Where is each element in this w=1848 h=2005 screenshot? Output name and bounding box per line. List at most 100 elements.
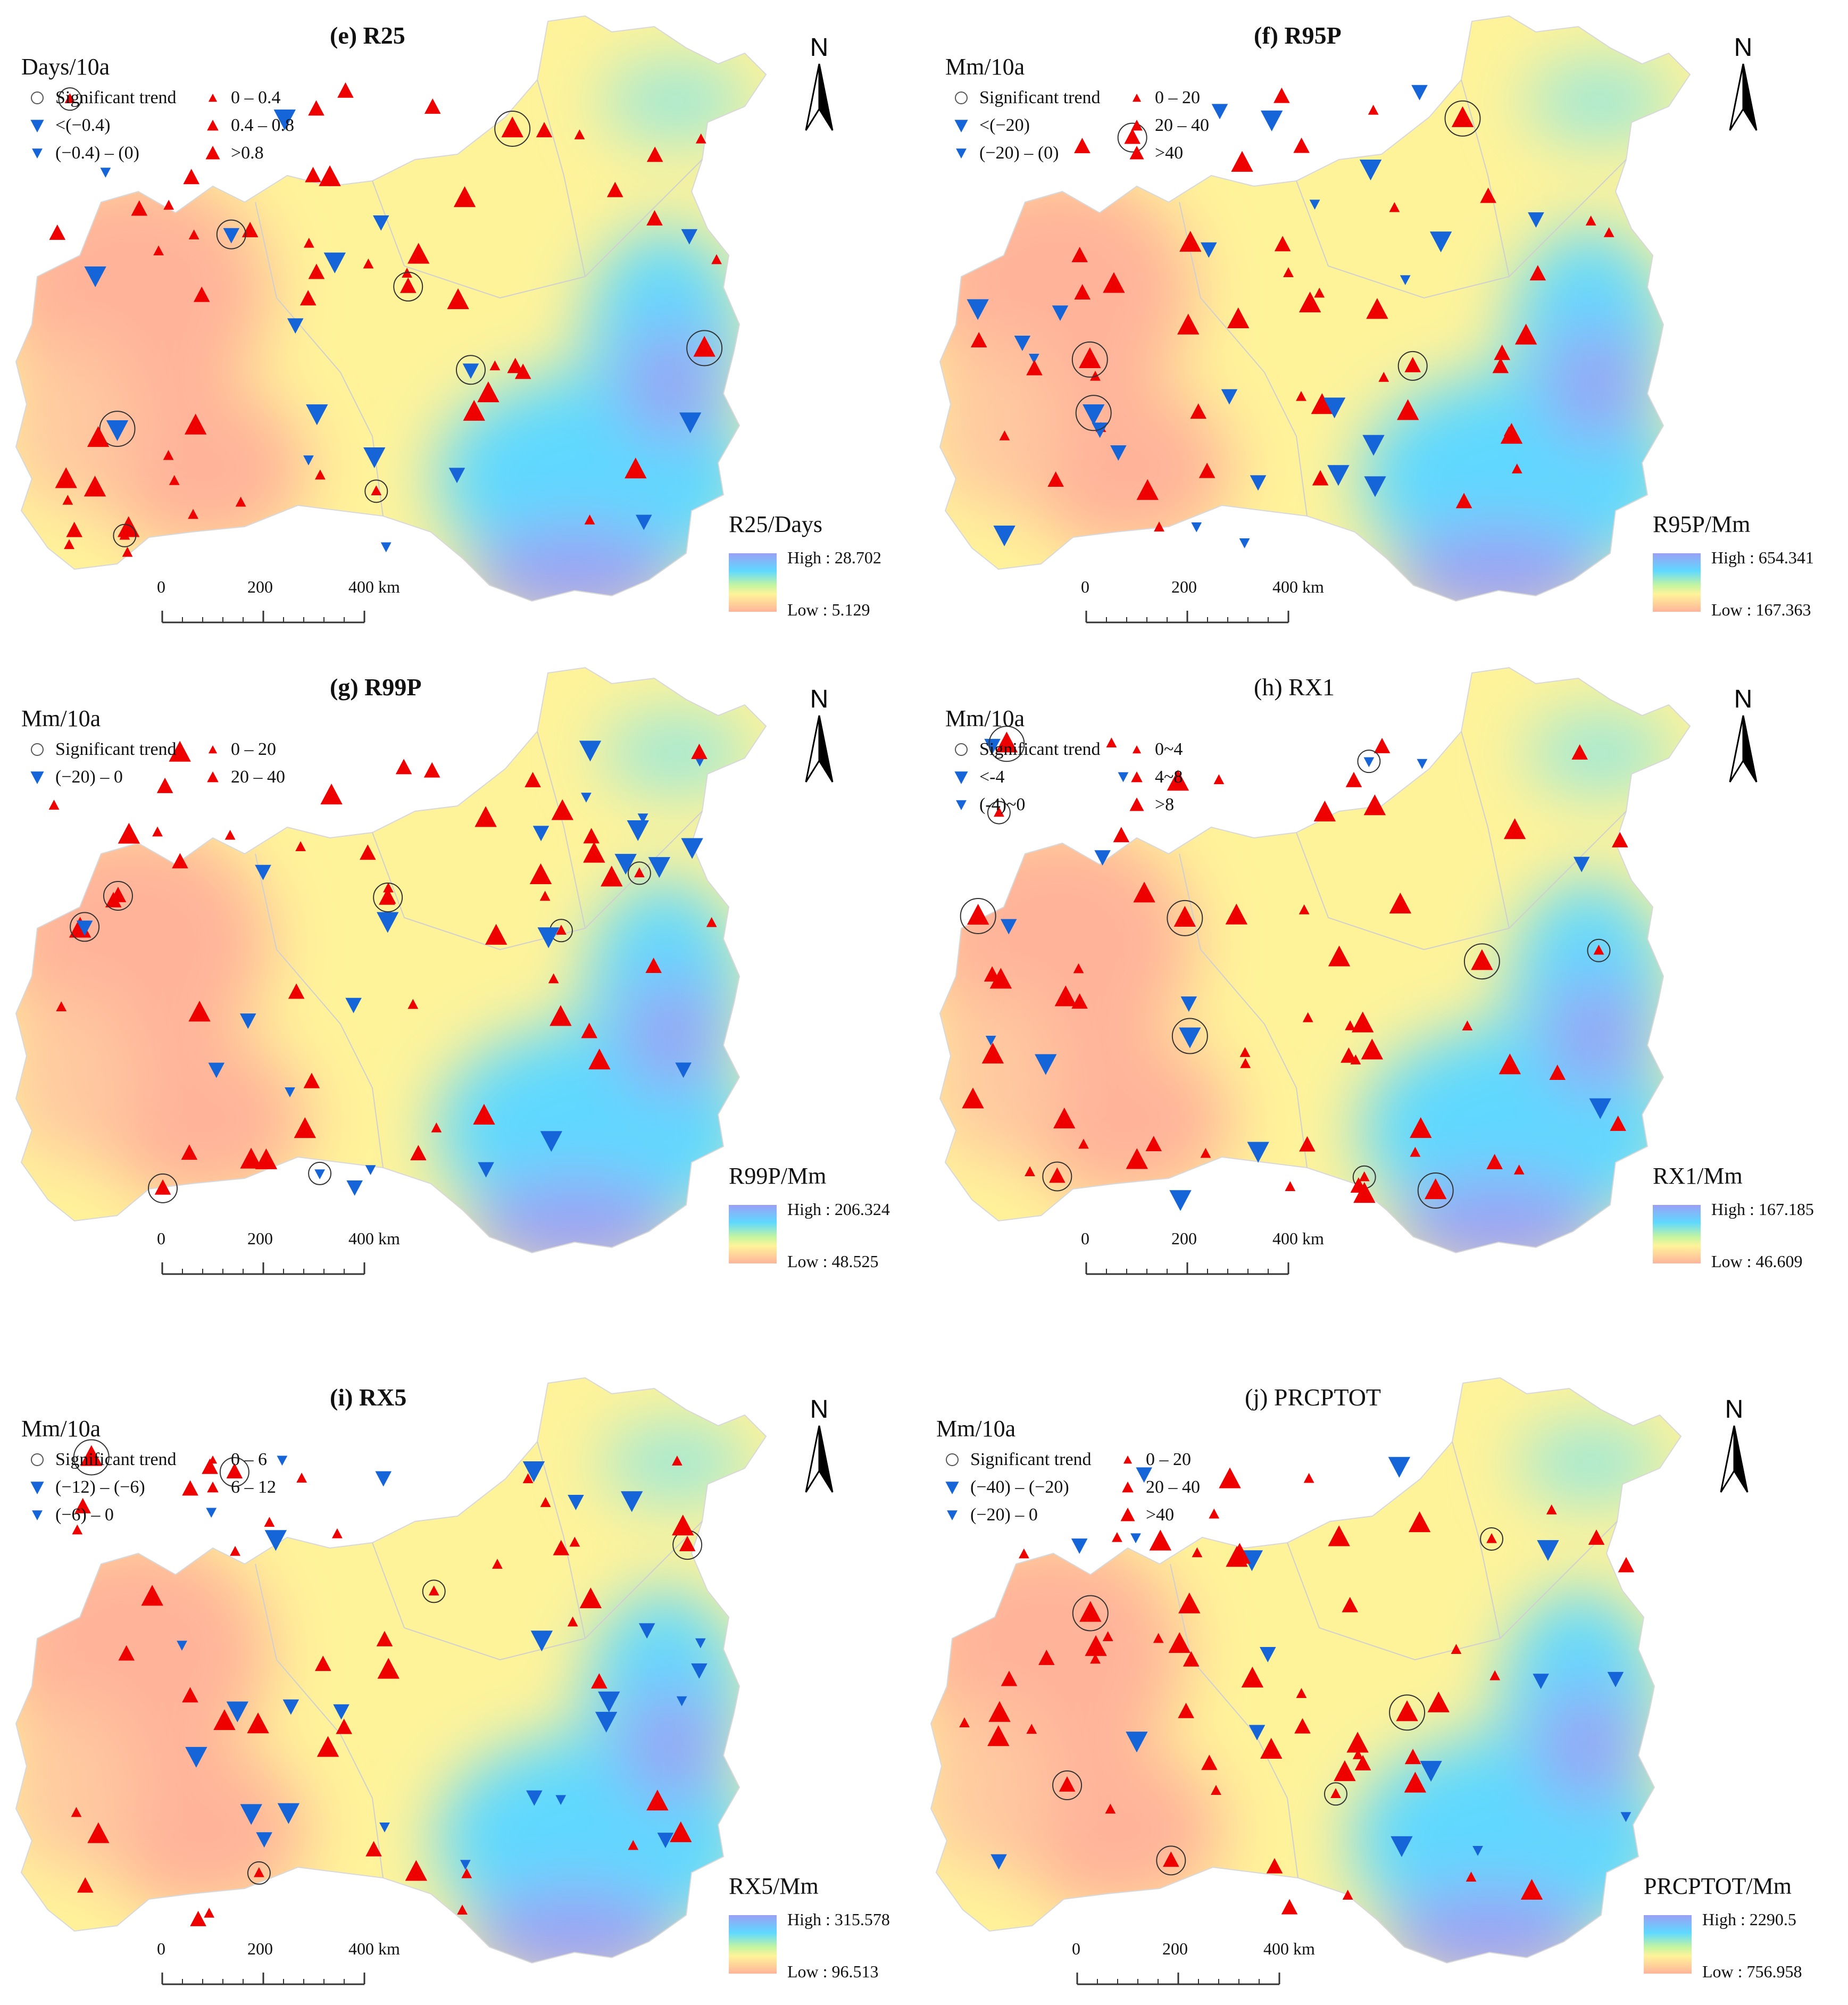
legend-item: Significant trend bbox=[27, 1450, 177, 1470]
triangle-up-icon bbox=[202, 1451, 223, 1469]
scale-label-0: 0 bbox=[157, 1229, 165, 1248]
colorbar-title: RX5/Mm bbox=[729, 1873, 819, 1899]
north-arrow-icon: N bbox=[805, 34, 834, 131]
north-label: N bbox=[1725, 1395, 1744, 1424]
colorbar bbox=[1644, 1915, 1692, 1974]
triangle-up-icon bbox=[1126, 741, 1147, 759]
north-label: N bbox=[810, 34, 829, 62]
legend-item: (−0.4) – (0) bbox=[27, 143, 139, 163]
north-arrow-icon: N bbox=[1729, 34, 1758, 131]
legend-item: (−20) – 0 bbox=[27, 767, 123, 787]
colorbar-low: Low : 48.525 bbox=[787, 1252, 879, 1271]
north-arrow-icon: N bbox=[805, 685, 834, 783]
scale-label-400: 400 km bbox=[348, 1939, 400, 1958]
map-panel-e: (e) R25 Days/10a Significant trend <(−0.4… bbox=[0, 0, 915, 638]
panel-title: (f) R95P bbox=[1254, 22, 1342, 49]
legend-label: <(−0.4) bbox=[55, 115, 111, 135]
map-region bbox=[15, 667, 767, 1254]
colorbar bbox=[1653, 553, 1701, 612]
circle-icon bbox=[27, 1451, 48, 1469]
colorbar-title: PRCPTOT/Mm bbox=[1644, 1873, 1792, 1899]
triangle-up-icon bbox=[1126, 144, 1147, 162]
triangle-up-icon bbox=[202, 89, 223, 107]
legend-item: (−20) – (0) bbox=[951, 143, 1059, 163]
circle-icon bbox=[942, 1451, 963, 1469]
triangle-up-icon bbox=[1117, 1478, 1138, 1496]
legend-label: (−0.4) – (0) bbox=[55, 143, 139, 163]
circle-icon bbox=[951, 741, 972, 759]
legend-label: <(−20) bbox=[979, 115, 1030, 135]
scale-bar: 0 200 400 km bbox=[1081, 577, 1324, 625]
triangle-up-icon bbox=[1126, 796, 1147, 814]
legend-item: 20 – 40 bbox=[202, 767, 285, 787]
colorbar bbox=[729, 1915, 777, 1974]
legend-label: Significant trend bbox=[970, 1450, 1092, 1469]
triangle-down-icon bbox=[951, 796, 972, 814]
legend-label: >40 bbox=[1146, 1505, 1175, 1525]
legend-label: 20 – 40 bbox=[231, 767, 285, 787]
legend-item: 6 – 12 bbox=[202, 1477, 276, 1497]
scale-bar: 0 200 400 km bbox=[157, 577, 400, 625]
circle-icon bbox=[951, 89, 972, 107]
legend-label: 0~4 bbox=[1155, 739, 1183, 759]
triangle-up-icon bbox=[202, 768, 223, 786]
scale-label-200: 200 bbox=[247, 577, 273, 596]
legend-item: Significant trend bbox=[942, 1450, 1092, 1470]
scale-bar: 0 200 400 km bbox=[1072, 1939, 1315, 1987]
legend-label: (−20) – (0) bbox=[979, 143, 1059, 163]
map-region bbox=[939, 15, 1691, 602]
colorbar-high: High : 2290.5 bbox=[1702, 1910, 1796, 1929]
legend-label: (−20) – 0 bbox=[55, 767, 123, 787]
colorbar bbox=[1653, 1205, 1701, 1263]
legend-label: (−6) – 0 bbox=[55, 1505, 114, 1525]
legend-unit: Mm/10a bbox=[945, 54, 1025, 80]
triangle-down-icon bbox=[942, 1506, 963, 1524]
map-region bbox=[939, 667, 1691, 1254]
legend-label: (−40) – (−20) bbox=[970, 1477, 1069, 1497]
map-panel-f: (f) R95P Mm/10a Significant trend <(−20) (… bbox=[924, 0, 1839, 638]
colorbar-high: High : 28.702 bbox=[787, 548, 881, 567]
legend-label: (−20) – 0 bbox=[970, 1505, 1038, 1525]
legend-label: (−12) – (−6) bbox=[55, 1477, 145, 1497]
circle-icon bbox=[27, 89, 48, 107]
legend-item: 0 – 20 bbox=[1126, 88, 1200, 108]
triangle-down-icon bbox=[951, 768, 972, 786]
legend-item: 4~8 bbox=[1126, 767, 1183, 787]
scale-label-200: 200 bbox=[247, 1229, 273, 1248]
north-label: N bbox=[810, 1395, 829, 1424]
legend-label: 0 – 20 bbox=[231, 739, 276, 759]
legend-label: 0.4 – 0.8 bbox=[231, 115, 294, 135]
legend-item: 20 – 40 bbox=[1126, 115, 1209, 136]
triangle-down-icon bbox=[27, 1506, 48, 1524]
scale-label-0: 0 bbox=[157, 1939, 165, 1958]
legend-item: >40 bbox=[1126, 143, 1183, 163]
colorbar-high: High : 206.324 bbox=[787, 1200, 890, 1219]
map-region bbox=[15, 15, 767, 602]
panel-title: (h) RX1 bbox=[1254, 673, 1335, 701]
legend-label: Significant trend bbox=[55, 88, 177, 107]
legend-item: >8 bbox=[1126, 795, 1174, 815]
scale-label-0: 0 bbox=[1081, 1229, 1089, 1248]
triangle-down-icon bbox=[27, 768, 48, 786]
north-arrow-icon: N bbox=[1720, 1395, 1749, 1493]
legend-unit: Mm/10a bbox=[945, 705, 1025, 731]
panel-title: (e) R25 bbox=[330, 22, 405, 49]
triangle-up-icon bbox=[202, 117, 223, 135]
triangle-up-icon bbox=[202, 1478, 223, 1496]
legend-item: 0.4 – 0.8 bbox=[202, 115, 294, 136]
legend-unit: Mm/10a bbox=[936, 1416, 1016, 1442]
scale-label-400: 400 km bbox=[348, 577, 400, 596]
colorbar-low: Low : 46.609 bbox=[1711, 1252, 1803, 1271]
scale-label-400: 400 km bbox=[1272, 1229, 1324, 1248]
colorbar-high: High : 167.185 bbox=[1711, 1200, 1814, 1219]
triangle-down-icon bbox=[27, 1478, 48, 1496]
scale-bar: 0 200 400 km bbox=[157, 1939, 400, 1987]
triangle-up-icon bbox=[202, 741, 223, 759]
legend-label: >40 bbox=[1155, 143, 1184, 163]
scale-label-0: 0 bbox=[1081, 577, 1089, 596]
triangle-up-icon bbox=[1117, 1506, 1138, 1524]
legend-item: 0~4 bbox=[1126, 739, 1183, 760]
scale-label-0: 0 bbox=[1072, 1939, 1080, 1958]
north-label: N bbox=[1734, 685, 1753, 713]
legend-label: 6 – 12 bbox=[231, 1477, 276, 1497]
